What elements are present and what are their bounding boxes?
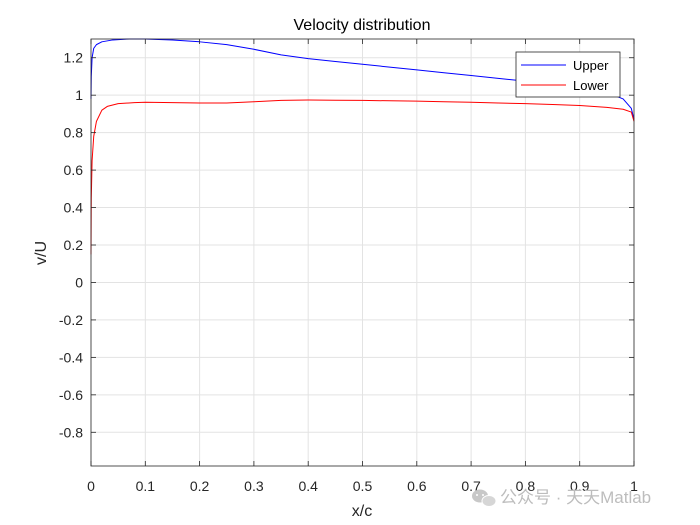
watermark: 公众号 · 天天Matlab: [472, 488, 651, 507]
y-tick-label: 1: [75, 87, 83, 103]
legend: Upper Lower: [515, 51, 621, 98]
y-tick-label: 0.8: [64, 125, 84, 141]
y-tick-label: 0.2: [64, 237, 84, 253]
x-tick-label: 0.7: [461, 478, 481, 494]
y-tick-label: 0: [75, 274, 83, 290]
legend-label-upper: Upper: [573, 58, 609, 73]
x-axis-label: x/c: [352, 503, 372, 520]
x-tick-label: 0.3: [244, 478, 264, 494]
wechat-icon: [472, 489, 497, 507]
x-tick-label: 0.8: [516, 478, 536, 494]
y-tick-label: -0.8: [59, 424, 83, 440]
grid: [90, 39, 635, 466]
y-tick-label: 0.4: [64, 200, 84, 216]
x-tick-label: 1: [630, 478, 638, 494]
chart-title: Velocity distribution: [294, 17, 431, 34]
x-tick-label: 0.9: [570, 478, 590, 494]
y-tick-label: 1.2: [64, 50, 84, 66]
x-tick-label: 0: [87, 478, 95, 494]
x-tick-label: 0.2: [190, 478, 210, 494]
x-tick-labels: 0 0.1 0.2 0.3 0.4 0.5 0.6 0.7 0.8 0.9 1: [87, 478, 638, 494]
ticks: [90, 39, 635, 466]
x-tick-label: 0.5: [353, 478, 373, 494]
x-tick-label: 0.4: [298, 478, 318, 494]
series-line-lower: [90, 99, 635, 255]
y-tick-label: -0.6: [59, 387, 83, 403]
legend-box: [515, 51, 621, 98]
y-tick-label: 0.6: [64, 162, 84, 178]
x-tick-label: 0.6: [407, 478, 427, 494]
y-tick-label: -0.4: [59, 349, 83, 365]
x-tick-label: 0.1: [136, 478, 156, 494]
y-tick-labels: 1.2 1 0.8 0.6 0.4 0.2 0 -0.2 -0.4 -0.6 -0.8: [59, 50, 83, 441]
legend-label-lower: Lower: [573, 78, 609, 93]
y-tick-label: -0.2: [59, 312, 83, 328]
watermark-text: 公众号 · 天天Matlab: [500, 488, 651, 507]
y-axis-label: v/U: [33, 241, 50, 265]
